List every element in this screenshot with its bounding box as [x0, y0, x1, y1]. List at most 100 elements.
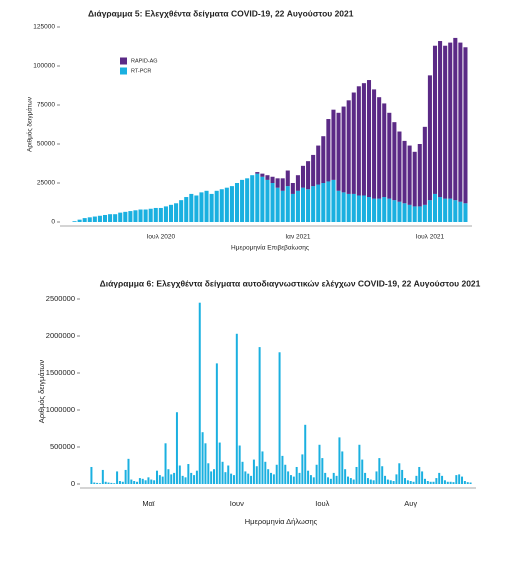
bar [398, 463, 401, 484]
bar [130, 479, 133, 484]
bar [224, 472, 227, 484]
bar [187, 464, 190, 484]
bar [265, 179, 270, 222]
bar [417, 144, 422, 207]
bar [244, 471, 247, 484]
bar [270, 472, 273, 484]
bar [161, 476, 164, 484]
bar [158, 475, 161, 484]
bar [199, 192, 204, 222]
bar [90, 466, 93, 484]
bar [189, 193, 194, 222]
bar [278, 352, 281, 484]
bar [133, 481, 136, 484]
bar [175, 412, 178, 484]
bar [300, 165, 306, 188]
bar [415, 475, 418, 484]
bar [321, 183, 326, 222]
bar [77, 219, 82, 222]
bar [318, 444, 321, 484]
bar [153, 480, 156, 484]
bar [170, 474, 173, 484]
y-axis-label: Αριθμός δειγμάτων [26, 97, 34, 152]
bar [332, 472, 335, 484]
y-tick-label: 25000 [37, 180, 55, 187]
bar [397, 131, 402, 202]
x-tick-label: Ιουν [230, 499, 244, 508]
bar [221, 461, 224, 484]
bar [377, 97, 382, 199]
bar [346, 476, 349, 484]
bar [181, 475, 184, 484]
bar [121, 481, 124, 484]
bar [255, 172, 260, 174]
bar [311, 186, 316, 222]
bar [133, 210, 138, 222]
bar [255, 466, 258, 484]
bar [336, 190, 341, 222]
bar [366, 80, 372, 198]
bar [227, 465, 230, 484]
bar [110, 482, 113, 484]
bar [366, 478, 369, 484]
bar [258, 347, 261, 484]
bar [453, 200, 458, 222]
bar [215, 363, 218, 484]
bar [72, 221, 77, 222]
y-tick-label: 2500000 [46, 294, 75, 303]
bar [407, 145, 412, 205]
y-axis-label: Αριθμός δειγμάτων [37, 360, 46, 424]
bar [422, 204, 427, 222]
bar [358, 444, 361, 484]
bar [304, 424, 307, 484]
bar [346, 100, 351, 194]
bar [372, 198, 377, 222]
bar [285, 186, 290, 222]
bar [326, 119, 331, 182]
bar [292, 476, 295, 484]
bar [364, 472, 367, 484]
bar [438, 197, 443, 222]
bar [82, 218, 87, 222]
y-tick-label: 100000 [33, 63, 55, 70]
y-tick-label: 125000 [33, 24, 55, 31]
bar [290, 193, 295, 222]
bar [143, 209, 148, 222]
bar [298, 472, 301, 484]
bar [435, 478, 438, 484]
bar [402, 140, 407, 204]
bar [281, 455, 284, 484]
bar [174, 203, 179, 222]
bar [427, 75, 432, 201]
bar [280, 178, 285, 191]
bar [466, 482, 469, 484]
bar [446, 481, 449, 484]
bar [96, 482, 99, 484]
bar [326, 181, 331, 222]
bar [241, 461, 244, 484]
bar [136, 481, 139, 484]
bar [295, 175, 300, 191]
y-tick-label: 0 [71, 479, 75, 488]
bar [245, 178, 250, 222]
bar [164, 443, 167, 484]
bar [158, 207, 163, 222]
bar [101, 469, 104, 484]
bar [316, 145, 321, 185]
bar [469, 482, 472, 484]
bar [247, 473, 250, 484]
bar [123, 211, 128, 222]
bar [311, 154, 316, 187]
bar [417, 206, 422, 222]
bar [406, 480, 409, 484]
bar [344, 469, 347, 484]
bar [452, 482, 455, 484]
bar [443, 198, 448, 222]
bar [229, 186, 234, 222]
bar [335, 475, 338, 484]
bar [329, 478, 332, 484]
bar [179, 200, 184, 222]
bar [128, 211, 133, 222]
bar [315, 464, 318, 484]
